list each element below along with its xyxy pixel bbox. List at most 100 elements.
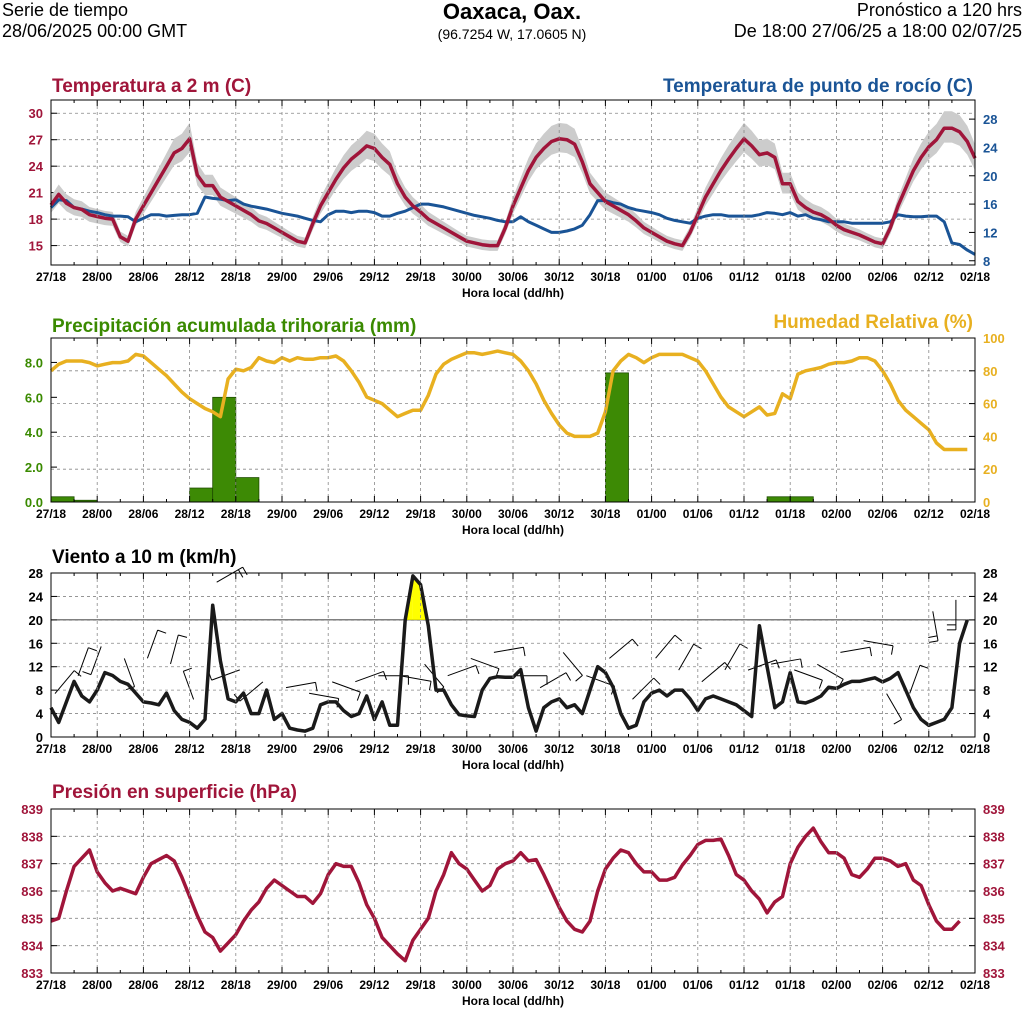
panel-2-xtick-label: 02/00	[821, 742, 851, 756]
panel-0-xtick-label: 30/06	[498, 270, 528, 284]
wind-barb	[909, 665, 921, 694]
panel-2-ytick-left-label: 16	[29, 636, 43, 651]
panel-1-xtick-label: 29/12	[359, 507, 389, 521]
panel-0-xtick-label: 30/18	[590, 270, 620, 284]
location-title: Oaxaca, Oax.	[442, 0, 582, 24]
panel-1-xtick-label: 28/18	[221, 507, 251, 521]
panel-2-ytick-right-label: 20	[983, 613, 997, 628]
wind-barb-flag	[818, 679, 823, 689]
panel-0-xtick-label: 01/18	[775, 270, 805, 284]
panel-2-xtick-label: 30/00	[452, 742, 482, 756]
panel-0-xtick-label: 27/18	[36, 270, 66, 284]
panel-2-xtick-label: 30/12	[544, 742, 574, 756]
panel-2-ytick-left-label: 20	[29, 613, 43, 628]
wind-barb-flag	[237, 569, 244, 578]
panel-1-xtick-label: 30/06	[498, 507, 528, 521]
panel-3-xtick-label: 29/00	[267, 978, 297, 992]
panel-1-xlabel: Hora local (dd/hh)	[462, 523, 564, 537]
panel-0-xtick-label: 30/00	[452, 270, 482, 284]
wind-barb	[90, 646, 102, 675]
temperature-uncertainty-band	[51, 111, 975, 251]
wind-barb	[170, 634, 179, 665]
panel-3-ytick-left-label: 838	[21, 829, 43, 844]
wind-barb-flag	[890, 645, 894, 655]
wind-strong-fill	[412, 575, 421, 620]
wind-barb	[447, 664, 477, 677]
panel-1-xtick-label: 28/12	[175, 507, 205, 521]
wind-barb	[632, 677, 655, 700]
panel-2-xtick-label: 28/06	[128, 742, 158, 756]
panel-3-ytick-right-label: 838	[983, 829, 1005, 844]
panel-1-ytick-right-label: 40	[983, 429, 997, 444]
panel-2-ytick-left-label: 24	[29, 589, 44, 604]
panel-3-ytick-right-label: 834	[983, 939, 1005, 954]
wind-barb	[401, 675, 432, 682]
panel-1-ytick-right-label: 100	[983, 331, 1005, 346]
panel-0-xtick-label: 02/12	[914, 270, 944, 284]
panel-0-xtick-label: 29/12	[359, 270, 389, 284]
wind-speed-series-line	[49, 574, 969, 733]
panel-2-ytick-right-label: 0	[983, 730, 990, 745]
panel-0-title-left: Temperatura a 2 m (C)	[52, 76, 251, 97]
panel-2-xtick-label: 29/00	[267, 742, 297, 756]
panel-1-ytick-left-label: 6.0	[25, 390, 43, 405]
wind-barb	[701, 662, 726, 683]
panel-3-ytick-left-label: 837	[21, 857, 43, 872]
panel-0-ytick-left-label: 27	[29, 133, 43, 148]
panel-2-xtick-label: 30/18	[590, 742, 620, 756]
wind-barb	[539, 672, 567, 689]
wind-barb-flag	[428, 681, 432, 691]
panel-3-ytick-left-label: 839	[21, 802, 43, 817]
panel-1-xtick-label: 30/18	[590, 507, 620, 521]
relative-humidity-series-line	[49, 349, 968, 452]
panel-2-xlabel: Hora local (dd/hh)	[462, 758, 564, 772]
panel-2-xtick-label: 29/06	[313, 742, 343, 756]
panel-3-xtick-label: 30/06	[498, 978, 528, 992]
panel-3-xtick-label: 28/12	[175, 978, 205, 992]
panel-2-ytick-right-label: 8	[983, 683, 990, 698]
panel-3-xtick-label: 01/00	[637, 978, 667, 992]
panel-0-ytick-right-label: 12	[983, 225, 997, 240]
panel-0-xtick-label: 28/18	[221, 270, 251, 284]
panel-0-xtick-label: 28/06	[128, 270, 158, 284]
forecast-length-label: Pronóstico a 120 hrs	[856, 0, 1022, 20]
panel-3-ytick-left-label: 834	[21, 939, 43, 954]
panel-0-ytick-left-label: 18	[29, 212, 43, 227]
panel-0-xtick-label: 02/00	[821, 270, 851, 284]
panel-1-xtick-label: 01/06	[683, 507, 713, 521]
panel-2-ytick-right-label: 4	[983, 707, 991, 722]
wind-barb	[817, 663, 844, 680]
panel-3-xtick-label: 30/18	[590, 978, 620, 992]
panel-0-xtick-label: 29/00	[267, 270, 297, 284]
wind-barb	[470, 657, 500, 670]
panel-3-ytick-left-label: 833	[21, 966, 43, 981]
panel-0-ytick-right-label: 8	[983, 254, 990, 269]
panel-3-xtick-label: 02/06	[868, 978, 898, 992]
wind-barb-flag	[565, 672, 572, 681]
panel-0-ytick-right-label: 20	[983, 169, 997, 184]
panel-3-xtick-label: 27/18	[36, 978, 66, 992]
panel-3-ytick-left-label: 835	[21, 911, 43, 926]
precip-bar	[789, 496, 814, 503]
panel-1-ytick-left-label: 0.0	[25, 495, 43, 510]
precip-bar	[766, 496, 791, 503]
panel-2-xtick-label: 28/00	[82, 742, 112, 756]
wind-barb	[562, 652, 583, 676]
panel-0-ytick-right-label: 24	[983, 140, 998, 155]
panel-1-xtick-label: 28/00	[82, 507, 112, 521]
panel-2-xtick-label: 01/12	[729, 742, 759, 756]
panel-2-xtick-label: 02/06	[868, 742, 898, 756]
panel-0-xtick-label: 01/12	[729, 270, 759, 284]
wind-barb-flag	[928, 635, 938, 638]
forecast-range-label: De 18:00 27/06/25 a 18:00 02/07/25	[733, 21, 1022, 41]
panel-0-title-right: Temperatura de punto de rocío (C)	[663, 76, 973, 97]
wind-barb-flag	[82, 671, 92, 676]
panel-1-xtick-label: 28/06	[128, 507, 158, 521]
panel-3-xtick-label: 29/06	[313, 978, 343, 992]
wind-barb	[678, 643, 695, 671]
panel-0-xtick-label: 01/00	[637, 270, 667, 284]
panel-0-xlabel: Hora local (dd/hh)	[462, 286, 564, 300]
wind-barb	[54, 670, 75, 694]
panel-1-xtick-label: 29/00	[267, 507, 297, 521]
